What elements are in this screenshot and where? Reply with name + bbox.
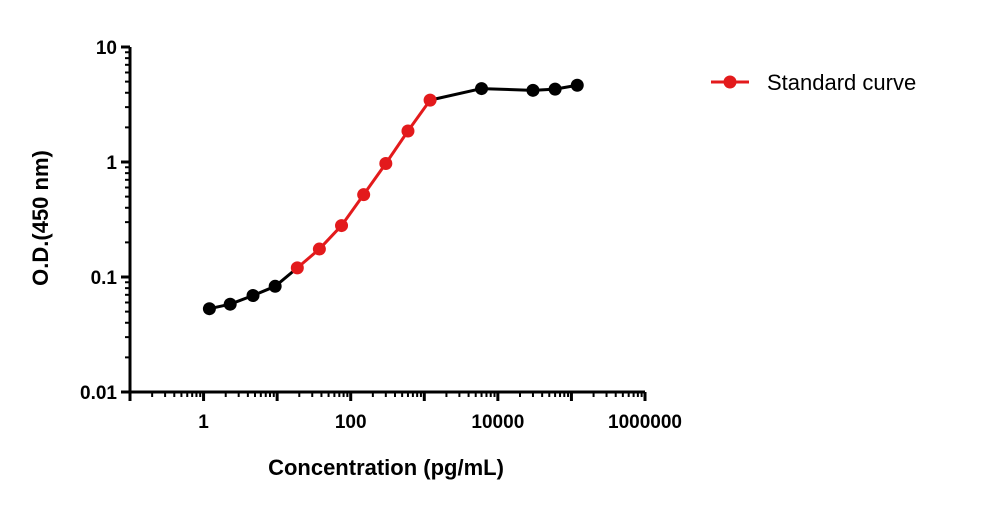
legend-marker-swatch [723,75,737,89]
data-point [526,83,540,97]
data-point [570,78,584,92]
tick-labels: 0.01 0.1 1 10 1 100 10000 1000000 [80,38,682,433]
axes [121,45,647,401]
series-standard-curve [202,78,584,316]
data-point [379,157,393,171]
legend: Standard curve [711,70,916,95]
data-point [290,261,304,275]
data-point [335,219,349,233]
data-point [202,302,216,316]
x-tick-label: 1 [198,412,209,433]
data-point [401,124,415,138]
data-point [268,279,282,293]
curve-segment [429,87,482,102]
x-axis-title: Concentration (pg/mL) [268,455,504,480]
curve-segment [384,130,410,165]
y-axis-title: O.D.(450 nm) [28,150,53,286]
data-point [223,297,237,311]
data-point [423,93,437,107]
x-tick-label: 10000 [471,412,524,433]
x-tick-label: 1000000 [608,412,682,433]
data-point [548,82,562,96]
data-point [246,289,260,303]
y-tick-label: 0.1 [91,268,118,289]
curve-segment [481,87,534,92]
legend-label-standard-curve: Standard curve [767,70,916,95]
data-point [357,188,371,202]
y-tick-label: 10 [96,38,117,59]
data-point [475,82,489,96]
x-tick-label: 100 [335,412,367,433]
data-point [312,242,326,256]
y-tick-label: 0.01 [80,383,117,404]
y-tick-label: 1 [106,153,117,174]
